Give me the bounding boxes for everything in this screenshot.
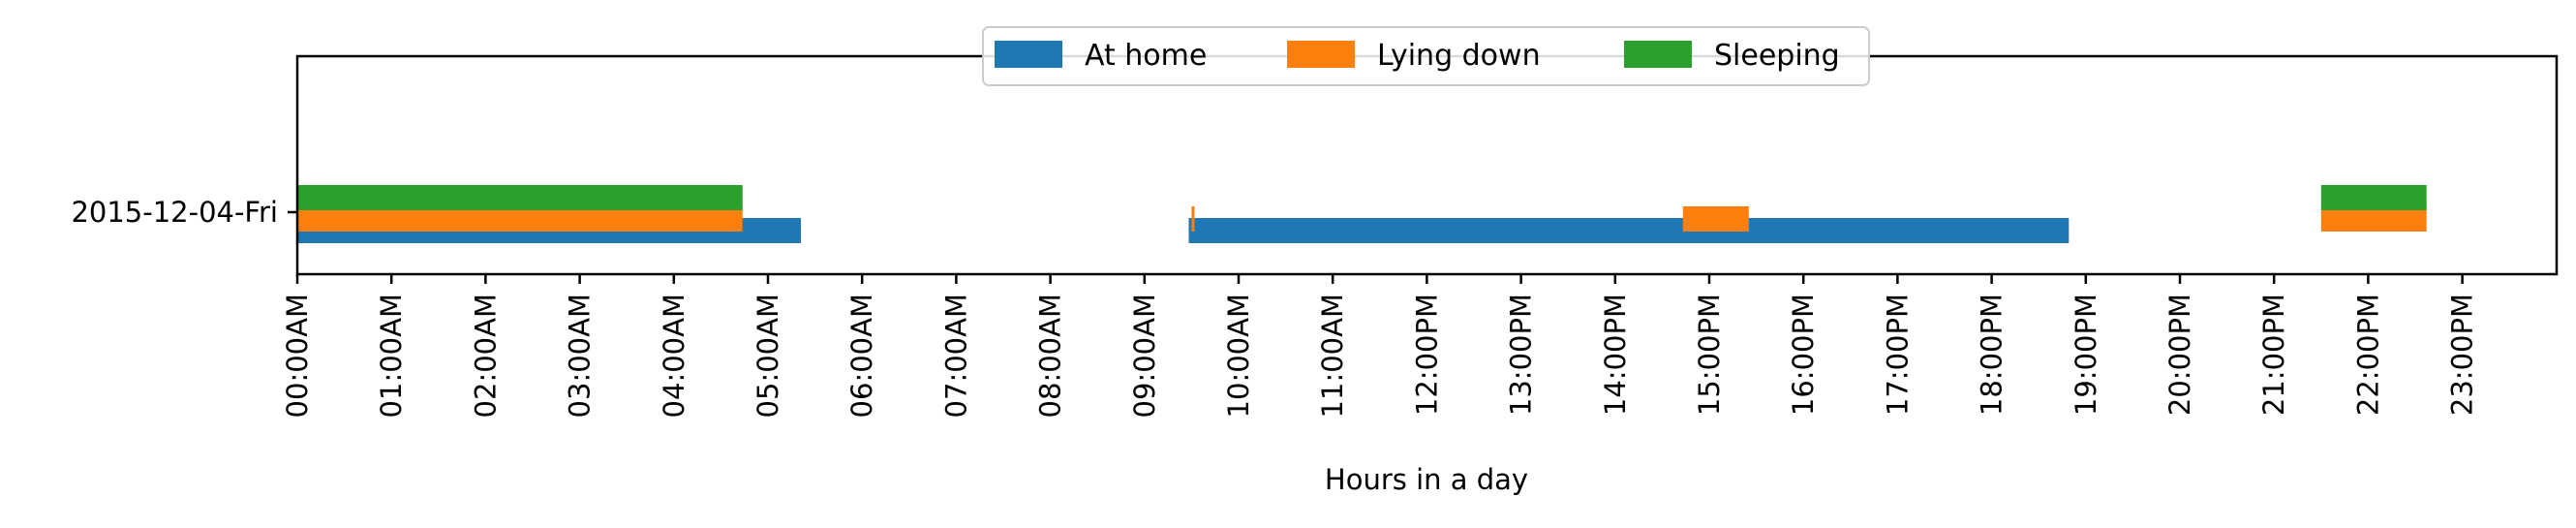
bar-lying-down-1	[1191, 206, 1195, 232]
x-tick-label: 05:00AM	[751, 294, 784, 418]
x-axis-title: Hours in a day	[1325, 463, 1528, 496]
x-tick-label: 19:00PM	[2070, 294, 2102, 416]
x-tick-label: 00:00AM	[281, 294, 314, 418]
x-tick-label: 20:00PM	[2163, 294, 2196, 416]
bar-lying-down-2	[1682, 206, 1749, 232]
bar-lying-down-3	[2320, 206, 2427, 232]
x-tick-label: 02:00AM	[469, 294, 502, 418]
x-tick-label: 12:00PM	[1410, 294, 1443, 416]
x-tick-label: 01:00AM	[375, 294, 408, 418]
y-axis: 2015-12-04-Fri	[71, 196, 297, 229]
x-tick-label: 03:00AM	[564, 294, 597, 418]
x-tick-label: 07:00AM	[939, 294, 972, 418]
legend-swatch-lying-down	[1287, 41, 1355, 68]
x-tick-label: 10:00AM	[1222, 294, 1255, 418]
x-tick-label: 22:00PM	[2351, 294, 2384, 416]
x-tick-label: 23:00PM	[2446, 294, 2479, 416]
x-tick-label: 18:00PM	[1976, 294, 2009, 416]
x-tick-label: 13:00PM	[1505, 294, 1538, 416]
x-axis: 00:00AM 01:00AM 02:00AM 03:00AM 04:00AM 05:00…	[281, 274, 2479, 418]
bar-sleeping-0	[297, 185, 743, 210]
bars-layer	[297, 185, 2427, 243]
x-tick-label: 06:00AM	[845, 294, 878, 418]
y-tick-label: 2015-12-04-Fri	[71, 196, 278, 229]
legend-label: Lying down	[1377, 39, 1541, 73]
legend-label: At home	[1085, 39, 1207, 73]
x-tick-label: 08:00AM	[1034, 294, 1067, 418]
x-tick-label: 17:00PM	[1881, 294, 1914, 416]
legend: At home Lying down Sleeping	[982, 26, 1870, 86]
x-tick-label: 21:00PM	[2257, 294, 2290, 416]
x-tick-label: 09:00AM	[1128, 294, 1161, 418]
bar-lying-down-0	[297, 206, 743, 232]
legend-swatch-sleeping	[1624, 41, 1692, 68]
x-tick-label: 04:00AM	[658, 294, 690, 418]
legend-label: Sleeping	[1714, 39, 1840, 73]
bar-at-home-1	[1188, 218, 2070, 243]
x-tick-label: 15:00PM	[1693, 294, 1726, 416]
x-tick-label: 16:00PM	[1787, 294, 1820, 416]
x-tick-label: 11:00AM	[1316, 294, 1349, 418]
bar-sleeping-1	[2320, 185, 2427, 210]
legend-swatch-at-home	[995, 41, 1062, 68]
x-tick-label: 14:00PM	[1599, 294, 1632, 416]
